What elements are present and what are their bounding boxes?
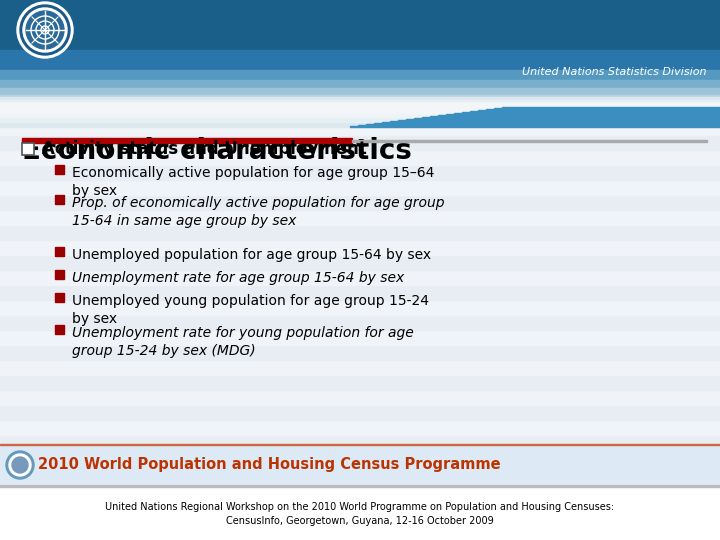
Circle shape — [23, 8, 67, 52]
Text: Economic characteristics: Economic characteristics — [22, 137, 412, 165]
Bar — [0, 405, 720, 420]
Bar — [0, 150, 720, 165]
Bar — [350, 126, 720, 127]
Bar — [0, 345, 720, 360]
Bar — [398, 120, 720, 121]
Bar — [0, 90, 720, 105]
Circle shape — [12, 457, 28, 473]
Bar — [55, 195, 64, 204]
Bar — [0, 240, 720, 255]
Text: United Nations Statistics Division: United Nations Statistics Division — [521, 67, 706, 77]
Bar — [0, 465, 720, 480]
Bar — [0, 285, 720, 300]
Bar — [0, 102, 720, 117]
Bar — [486, 109, 720, 110]
Circle shape — [20, 5, 70, 55]
FancyBboxPatch shape — [22, 143, 34, 155]
Bar — [0, 15, 720, 30]
Text: Unemployment rate for age group 15-64 by sex: Unemployment rate for age group 15-64 by… — [72, 271, 404, 285]
Bar — [0, 495, 720, 510]
Bar — [0, 315, 720, 330]
Bar — [0, 210, 720, 225]
Bar — [0, 255, 720, 270]
Bar — [0, 0, 720, 15]
Bar — [0, 30, 720, 45]
Bar — [352, 139, 707, 141]
Text: Economically active population for age group 15–64
by sex: Economically active population for age g… — [72, 166, 434, 198]
Bar — [55, 165, 64, 174]
Bar — [0, 360, 720, 375]
Text: United Nations Regional Workshop on the 2010 World Programme on Population and H: United Nations Regional Workshop on the … — [105, 502, 615, 526]
Text: Unemployment rate for young population for age
group 15-24 by sex (MDG): Unemployment rate for young population f… — [72, 326, 414, 358]
Bar — [0, 100, 720, 122]
Bar — [0, 180, 720, 195]
Bar — [55, 270, 64, 279]
Circle shape — [9, 454, 31, 476]
Bar — [0, 105, 720, 120]
Bar — [0, 120, 720, 135]
Bar — [406, 119, 720, 120]
Bar — [0, 435, 720, 450]
Bar — [0, 450, 720, 465]
Bar — [0, 0, 720, 50]
Bar — [502, 107, 720, 108]
Text: Activity status and Unemployment: Activity status and Unemployment — [42, 140, 366, 158]
Bar — [422, 117, 720, 118]
Bar — [438, 115, 720, 116]
Bar — [0, 135, 720, 150]
Circle shape — [6, 451, 34, 479]
Bar — [390, 121, 720, 122]
Bar — [358, 125, 720, 126]
Bar — [0, 105, 720, 120]
Bar — [0, 485, 720, 540]
Bar — [382, 122, 720, 123]
Bar — [0, 420, 720, 435]
Bar — [478, 110, 720, 111]
Bar — [0, 443, 720, 445]
Bar — [0, 375, 720, 390]
Bar — [374, 123, 720, 124]
Bar — [0, 270, 720, 285]
Bar — [0, 80, 720, 100]
Bar — [55, 247, 64, 256]
Bar — [446, 114, 720, 115]
Bar — [0, 510, 720, 525]
Bar — [0, 108, 720, 125]
Bar — [0, 45, 720, 60]
Bar — [494, 108, 720, 109]
Text: Prop. of economically active population for age group
15-64 in same age group by: Prop. of economically active population … — [72, 196, 444, 228]
Circle shape — [17, 2, 73, 58]
Bar — [0, 525, 720, 540]
Bar — [55, 325, 64, 334]
Bar — [55, 293, 64, 302]
Bar — [0, 330, 720, 345]
Text: 2010 World Population and Housing Census Programme: 2010 World Population and Housing Census… — [38, 457, 500, 472]
Bar — [0, 480, 720, 495]
Bar — [0, 97, 720, 127]
Bar — [22, 138, 352, 143]
Bar — [0, 75, 720, 90]
Bar — [0, 225, 720, 240]
Bar — [430, 116, 720, 117]
Bar — [0, 165, 720, 180]
Text: Unemployed population for age group 15-64 by sex: Unemployed population for age group 15-6… — [72, 248, 431, 262]
Bar — [0, 445, 720, 485]
Bar — [0, 60, 720, 75]
Bar — [0, 95, 720, 112]
Bar — [0, 485, 720, 487]
Bar — [0, 300, 720, 315]
Bar — [0, 390, 720, 405]
Bar — [0, 103, 720, 113]
Bar — [366, 124, 720, 125]
Bar — [470, 111, 720, 112]
Bar — [0, 195, 720, 210]
Text: Unemployed young population for age group 15-24
by sex: Unemployed young population for age grou… — [72, 294, 429, 326]
Bar — [454, 113, 720, 114]
Bar — [0, 70, 720, 92]
Bar — [414, 118, 720, 119]
Circle shape — [26, 11, 64, 49]
Bar — [462, 112, 720, 113]
Bar — [0, 88, 720, 107]
Bar — [0, 50, 720, 80]
